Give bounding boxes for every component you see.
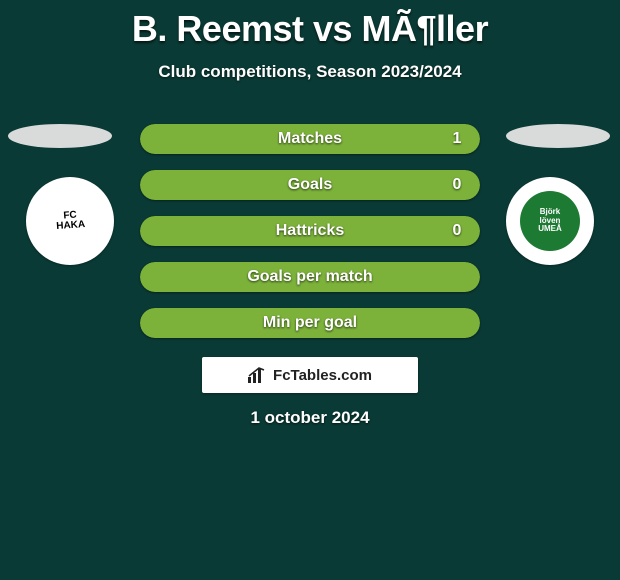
club-badge-right-inner: BjörklövenUMEÅ bbox=[520, 191, 580, 251]
stat-bar-right-value: 0 bbox=[434, 222, 480, 240]
stat-bars: Matches1Goals0Hattricks0Goals per matchM… bbox=[140, 124, 480, 354]
stat-bar-label: Hattricks bbox=[186, 222, 434, 240]
player-avatar-left bbox=[8, 124, 112, 148]
player-avatar-right bbox=[506, 124, 610, 148]
footer-date: 1 october 2024 bbox=[0, 408, 620, 428]
stat-bar-content: Min per goal bbox=[140, 308, 480, 338]
stat-bar-content: Matches1 bbox=[140, 124, 480, 154]
stat-bar: Goals per match bbox=[140, 262, 480, 292]
stat-bar-right-value: 1 bbox=[434, 130, 480, 148]
stat-bar-content: Hattricks0 bbox=[140, 216, 480, 246]
stat-bar: Matches1 bbox=[140, 124, 480, 154]
stat-bar-content: Goals0 bbox=[140, 170, 480, 200]
brand-text: FcTables.com bbox=[273, 367, 372, 384]
club-badge-right-text: BjörklövenUMEÅ bbox=[538, 208, 562, 234]
stat-bar-content: Goals per match bbox=[140, 262, 480, 292]
stat-bar: Hattricks0 bbox=[140, 216, 480, 246]
stat-bar: Goals0 bbox=[140, 170, 480, 200]
stat-bar-label: Matches bbox=[186, 130, 434, 148]
brand-box: FcTables.com bbox=[202, 357, 418, 393]
stat-bar-label: Goals bbox=[186, 176, 434, 194]
club-badge-right: BjörklövenUMEÅ bbox=[506, 177, 594, 265]
stat-bar: Min per goal bbox=[140, 308, 480, 338]
page-title: B. Reemst vs MÃ¶ller bbox=[0, 0, 620, 50]
stat-bar-right-value: 0 bbox=[434, 176, 480, 194]
page-subtitle: Club competitions, Season 2023/2024 bbox=[0, 62, 620, 82]
stat-bar-label: Min per goal bbox=[186, 314, 434, 332]
club-badge-left-text: FCHAKA bbox=[55, 210, 85, 232]
club-badge-left: FCHAKA bbox=[26, 177, 114, 265]
infographic-root: B. Reemst vs MÃ¶ller Club competitions, … bbox=[0, 0, 620, 580]
stat-bar-label: Goals per match bbox=[186, 268, 434, 286]
chart-icon bbox=[248, 367, 268, 383]
